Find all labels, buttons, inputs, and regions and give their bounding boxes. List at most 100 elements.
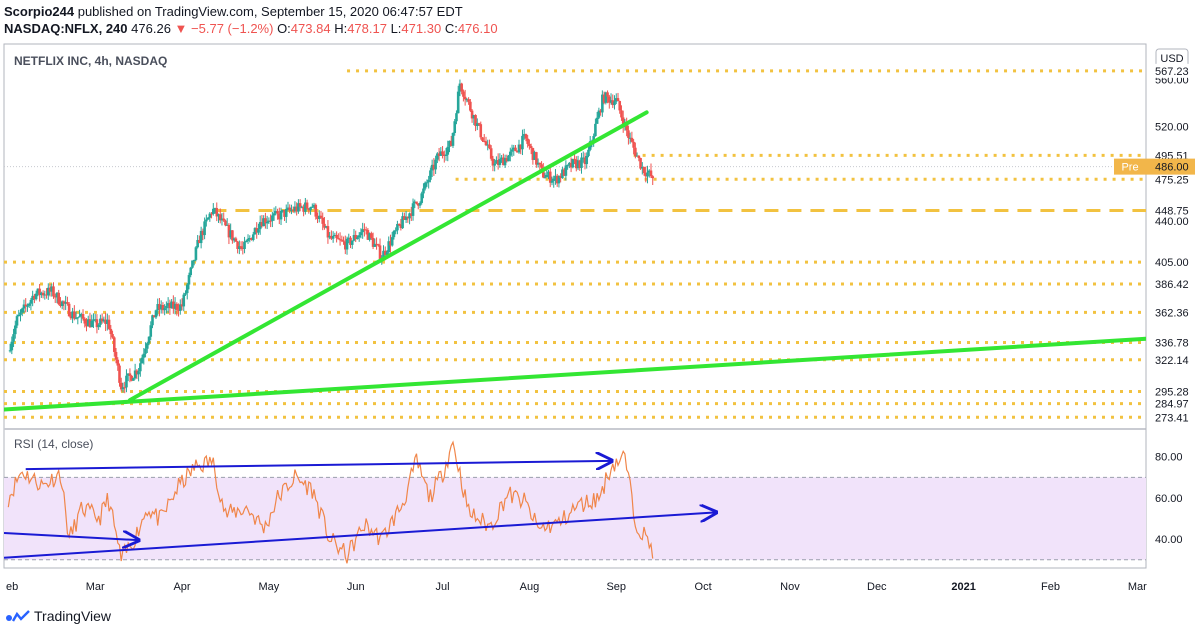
candle-body (10, 341, 14, 351)
currency-label: USD (1160, 53, 1183, 65)
horizontal-levels (4, 69, 1146, 419)
level-tag-3: 448.75 (1155, 206, 1189, 218)
candle-body (210, 213, 213, 215)
candle-body (99, 318, 102, 325)
candle-body (547, 171, 550, 175)
candle-body (554, 175, 557, 179)
candle-body (85, 323, 88, 327)
candle-body (515, 151, 519, 153)
candle-body (476, 123, 479, 126)
candle-body (264, 218, 267, 224)
candle-body (218, 214, 222, 221)
candle-body (93, 319, 97, 321)
candle-body (385, 252, 389, 255)
candle-body (364, 229, 368, 231)
candle-body (396, 223, 399, 231)
candle-body (161, 305, 165, 311)
candle-body (125, 375, 128, 388)
candle-body (401, 216, 404, 229)
candle-body (583, 157, 587, 165)
candle-body (29, 299, 33, 304)
candle-body (350, 240, 354, 245)
candle-body (151, 315, 154, 326)
candle-body (59, 304, 62, 307)
price-tick-1: 520.00 (1155, 122, 1189, 134)
candle-body (432, 164, 436, 170)
candle-body (442, 154, 446, 157)
level-tag-11: 273.41 (1155, 412, 1189, 424)
candle-body (243, 241, 246, 249)
candle-body (621, 117, 625, 127)
candle-body (262, 218, 265, 227)
trendline-1[interactable] (4, 336, 1146, 412)
candle-body (505, 158, 509, 162)
candle-body (552, 178, 556, 181)
candle-body (548, 171, 552, 183)
candle-body (602, 94, 606, 103)
candle-body (149, 325, 153, 337)
candle-body (184, 293, 187, 295)
candle-body (387, 241, 391, 253)
candle-body (244, 240, 248, 242)
candle-body (394, 230, 397, 232)
candle-body (276, 211, 279, 214)
candle-body (455, 113, 458, 122)
rsi-arrow-0[interactable] (25, 461, 612, 471)
rsi-pane-title: RSI (14, close) (14, 437, 93, 451)
candle-body (232, 238, 236, 241)
candle-body (45, 294, 48, 296)
candle-body (489, 148, 493, 159)
candle-body (333, 234, 337, 237)
candle-body (165, 305, 168, 309)
candle-body (159, 305, 163, 310)
candle-body (482, 140, 486, 142)
level-tag-2: 475.25 (1155, 174, 1189, 186)
candle-body (291, 210, 295, 212)
candle-body (48, 287, 52, 292)
candle-body (601, 94, 604, 113)
candle-body (92, 319, 95, 321)
candle-body (288, 207, 292, 211)
candle-body (378, 245, 382, 259)
tradingview-logo-icon (6, 610, 30, 622)
candle-body (55, 292, 59, 298)
rsi-arrow-2[interactable] (4, 533, 139, 540)
candle-body (446, 146, 450, 155)
candle-body (479, 124, 483, 138)
candle-body (307, 208, 311, 211)
candle-body (116, 359, 120, 366)
candle-body (474, 115, 477, 126)
x-tick-7: Sep (606, 581, 626, 593)
trendline-0[interactable] (127, 110, 649, 403)
candle-body (79, 313, 83, 317)
candle-body (81, 313, 85, 319)
candle-body (559, 176, 562, 179)
candle-body (265, 221, 269, 224)
candle-body (573, 158, 576, 160)
price-pane[interactable] (4, 69, 1146, 419)
candle-body (616, 98, 620, 102)
candle-body (595, 117, 599, 124)
pre-tag-bg (1114, 158, 1147, 175)
close-value: 476.10 (457, 21, 498, 36)
time-axis[interactable]: eb Mar Apr May Jun Jul Aug Sep Oct Nov Dec 2021 Feb M… (6, 581, 1147, 593)
candle-body (187, 275, 191, 285)
x-tick-0: eb (6, 581, 18, 593)
rsi-pane[interactable] (4, 440, 1146, 564)
author-name[interactable]: Scorpio244 (4, 4, 75, 19)
candle-body (606, 92, 609, 97)
candle-body (220, 218, 224, 221)
candle-body (305, 202, 309, 209)
level-tag-bg-10 (1147, 396, 1195, 411)
candle-body (312, 204, 316, 207)
tradingview-footer[interactable]: TradingView (4, 608, 111, 624)
candle-body (422, 188, 425, 194)
rsi-arrow-1[interactable] (4, 512, 716, 559)
candle-body (189, 267, 193, 276)
rsi-axis[interactable]: 40.00 60.00 80.00 (1155, 452, 1183, 546)
candle-body (389, 241, 392, 246)
rsi-trend-arrows (4, 461, 716, 559)
candle-body (73, 311, 76, 319)
